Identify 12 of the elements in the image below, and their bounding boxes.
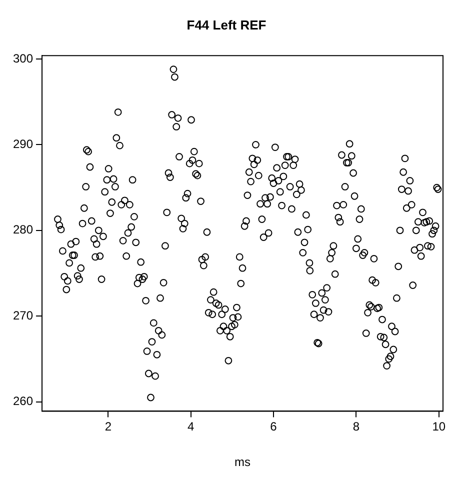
y-tick-label: 260 — [12, 394, 34, 408]
y-tick-label: 300 — [12, 51, 34, 66]
x-tick-label: 6 — [270, 420, 278, 434]
y-tick-label: 290 — [12, 137, 34, 152]
x-axis-title: ms — [234, 455, 251, 470]
x-tick-label: 2 — [104, 420, 112, 434]
chart-title: F44 Left REF — [186, 17, 266, 32]
y-tick-label: 280 — [12, 222, 34, 237]
x-tick-label: 4 — [187, 420, 194, 434]
x-tick-label: 10 — [432, 420, 446, 434]
y-tick-label: 270 — [12, 308, 34, 322]
x-tick-label: 8 — [352, 420, 360, 434]
